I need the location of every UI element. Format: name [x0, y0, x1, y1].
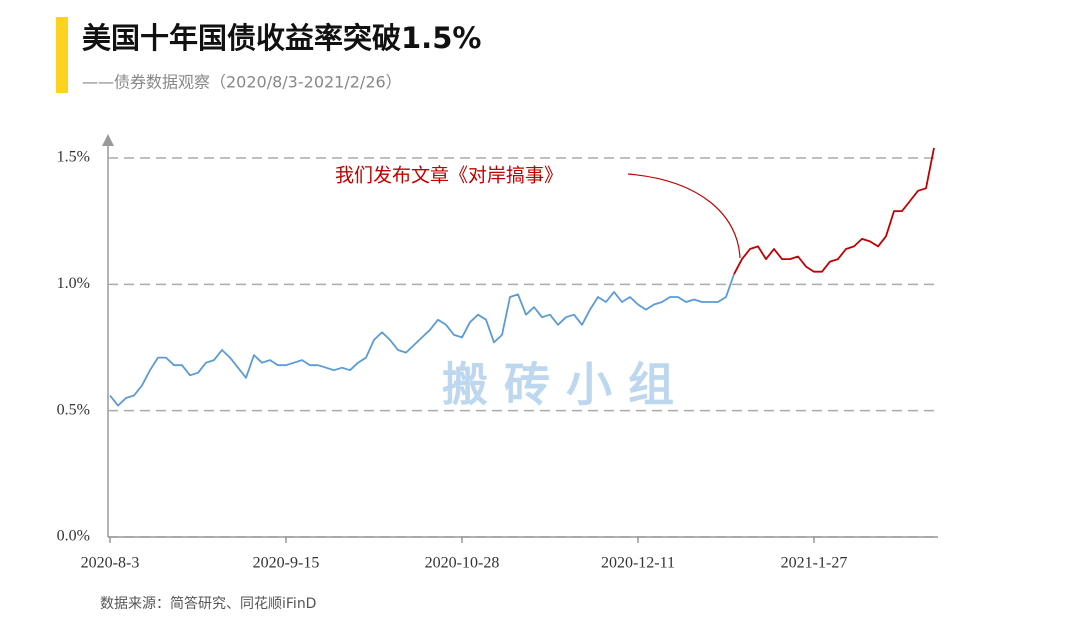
annotation-arrow	[627, 173, 741, 259]
chart-title: 美国十年国债收益率突破1.5%	[82, 21, 481, 55]
x-tick-label: 2020-9-15	[253, 555, 320, 572]
watermark: 搬 砖 小 组	[442, 358, 674, 412]
annotation: 我们发布文章《对岸搞事》	[335, 165, 563, 187]
y-axis-arrow	[102, 134, 114, 146]
x-tick-label: 2021-1-27	[781, 555, 848, 572]
y-tick-label: 0.0%	[57, 528, 90, 545]
subtitle: ——债券数据观察（2020/8/3-2021/2/26）	[82, 73, 402, 92]
x-tick-label: 2020-10-28	[425, 555, 500, 572]
line-series	[733, 147, 935, 275]
line-series	[109, 273, 735, 407]
x-tick-label: 2020-8-3	[81, 555, 140, 572]
source: 数据来源：简答研究、同花顺iFinD	[100, 595, 316, 612]
y-tick-label: 1.5%	[57, 149, 90, 166]
x-tick-label: 2020-12-11	[601, 555, 675, 572]
y-tick-label: 1.0%	[57, 275, 90, 292]
y-tick-label: 0.5%	[57, 401, 90, 418]
title-bar	[56, 17, 68, 93]
